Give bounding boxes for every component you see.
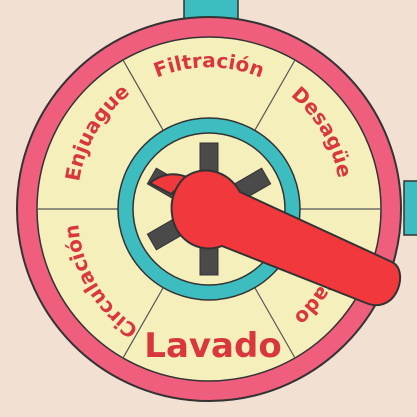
right-pipe xyxy=(403,180,417,236)
segment-dividers xyxy=(37,59,381,359)
valve-handle[interactable] xyxy=(149,169,402,307)
segment-label-lavado[interactable]: Lavado xyxy=(144,326,281,366)
